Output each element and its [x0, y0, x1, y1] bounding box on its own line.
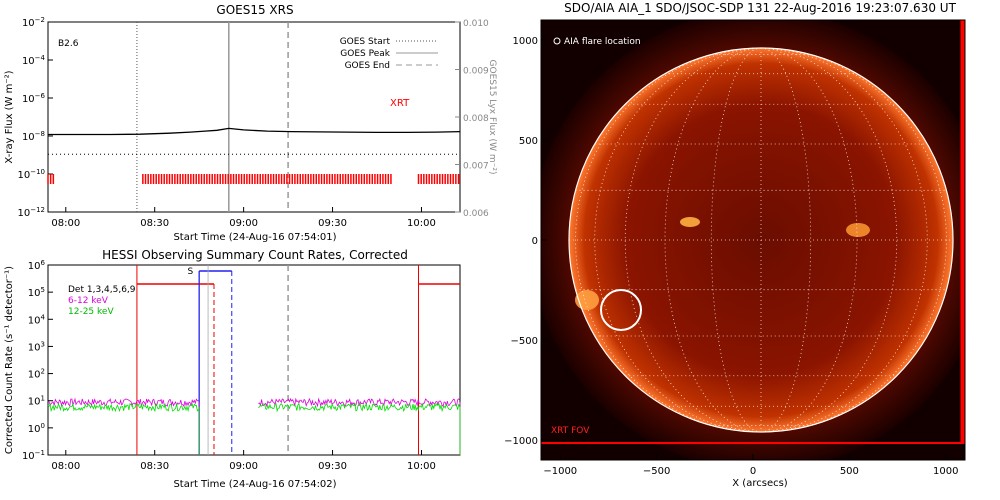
hessi-plot-area [47, 264, 461, 456]
xrt-annotation: XRT [390, 98, 410, 109]
aia-title: SDO/AIA AIA_1 SDO/JSOC-SDP 131 22-Aug-20… [564, 1, 956, 15]
goes-ylabel: X-ray Flux (W m⁻²) [4, 70, 15, 163]
hessi-xtick-label: 09:00 [229, 461, 258, 472]
longitude-line [575, 47, 762, 433]
goes-xtick-label: 08:00 [51, 218, 80, 229]
hessi-series-6-12-keV [258, 397, 460, 408]
longitude-line [760, 47, 858, 433]
aia-panel: SDO/AIA AIA_1 SDO/JSOC-SDP 131 22-Aug-20… [504, 1, 966, 489]
hessi-series-6-12-keV [47, 397, 199, 408]
hessi-xtick-label: 08:00 [51, 461, 80, 472]
goes-xtick-label: 10:00 [407, 218, 436, 229]
longitude-line [760, 47, 898, 433]
goes-ytick-label: 10−4 [22, 54, 46, 67]
hessi-ytick-label: 106 [28, 259, 46, 272]
aia-legend-text: AIA flare location [564, 37, 641, 47]
aia-xtick-label: 0 [750, 466, 756, 477]
hessi-series-12-25-keV [258, 402, 461, 413]
longitude-line [760, 47, 947, 433]
hessi-title: HESSI Observing Summary Count Rates, Cor… [102, 248, 408, 262]
hessi-ytick-label: 102 [28, 368, 45, 381]
goes-legend: GOES Start GOES Peak GOES End [340, 37, 438, 71]
legend-12-25kev: 12-25 keV [68, 307, 114, 317]
hessi-series-12-25-keV [47, 402, 199, 413]
xrt-fov-label: XRT FOV [551, 426, 590, 436]
goes-y2tick-label: 0.008 [463, 114, 489, 124]
flare-location-circle [600, 289, 642, 331]
hessi-ytick-label: 101 [28, 395, 45, 408]
aia-xtick-label: 1000 [933, 466, 958, 477]
active-region-2 [846, 223, 870, 237]
hessi-ytick-label: 10−1 [22, 449, 45, 462]
hessi-xtick-label: 10:00 [407, 461, 436, 472]
hessi-ytick-label: 100 [28, 422, 45, 435]
aia-ytick-label: 500 [519, 136, 538, 147]
legend-goes-start: GOES Start [340, 37, 391, 47]
hessi-panel: HESSI Observing Summary Count Rates, Cor… [4, 248, 461, 490]
hessi-xtick-label: 09:30 [318, 461, 347, 472]
hessi-xlabel: Start Time (24-Aug-16 07:54:02) [173, 479, 336, 490]
hessi-ytick-label: 105 [28, 286, 45, 299]
aia-xlabel: X (arcsecs) [732, 478, 788, 489]
active-region-1 [680, 217, 700, 227]
goes-xtick-label: 09:00 [229, 218, 258, 229]
aia-xtick-label: −1000 [543, 466, 577, 477]
goes-ytick-label: 10−6 [22, 92, 46, 105]
goes-y2tick-label: 0.006 [463, 209, 489, 219]
solar-limb [568, 47, 954, 433]
legend-circle-icon [553, 37, 561, 45]
longitude-line [624, 47, 762, 433]
goes-panel: GOES15 XRS 08:00 08:30 09:00 09:30 10:00 10−1… [4, 3, 497, 243]
legend-goes-end: GOES End [345, 61, 390, 71]
goes-title: GOES15 XRS [216, 3, 293, 17]
hessi-ylabel: Corrected Count Rate (s⁻¹ detector⁻¹) [4, 266, 15, 454]
goes-xlabel: Start Time (24-Aug-16 07:54:01) [173, 232, 336, 243]
aia-xtick-label: −500 [643, 466, 670, 477]
hessi-legend: Det 1,3,4,5,6,9 6-12 keV 12-25 keV [68, 285, 136, 317]
legend-6-12kev: 6-12 keV [68, 296, 109, 306]
goes-ylabel-right: GOES15 Lyx Flux (W m⁻²) [487, 60, 497, 175]
longitude-line [664, 47, 762, 433]
aia-ytick-label: −500 [511, 336, 538, 347]
goes-ytick-label: 10−12 [17, 206, 45, 219]
legend-goes-peak: GOES Peak [340, 49, 390, 59]
legend-detectors: Det 1,3,4,5,6,9 [68, 285, 136, 295]
hessi-xtick-label: 08:30 [140, 461, 169, 472]
hessi-ytick-label: 103 [28, 340, 45, 353]
goes-y2tick-label: 0.007 [463, 162, 489, 172]
goes-xtick-label: 09:30 [318, 218, 347, 229]
goes-y2tick-label: 0.009 [463, 67, 489, 77]
hessi-marker-label: S [188, 267, 194, 277]
flare-class-label: B2.6 [58, 39, 79, 49]
aia-ytick-label: 1000 [513, 36, 538, 47]
aia-ytick-label: −1000 [504, 436, 538, 447]
goes-xtick-label: 08:30 [140, 218, 169, 229]
goes-ytick-label: 10−10 [17, 168, 45, 181]
aia-xtick-label: 500 [840, 466, 859, 477]
goes-y2tick-label: 0.010 [463, 19, 489, 29]
aia-ytick-label: 0 [532, 236, 538, 247]
goes-long-channel [48, 127, 461, 136]
limb-brightening [575, 290, 599, 310]
goes-plot-area [47, 21, 461, 213]
hessi-ytick-label: 104 [28, 313, 46, 326]
goes-ytick-label: 10−8 [22, 130, 45, 143]
goes-ytick-label: 10−2 [22, 16, 45, 29]
